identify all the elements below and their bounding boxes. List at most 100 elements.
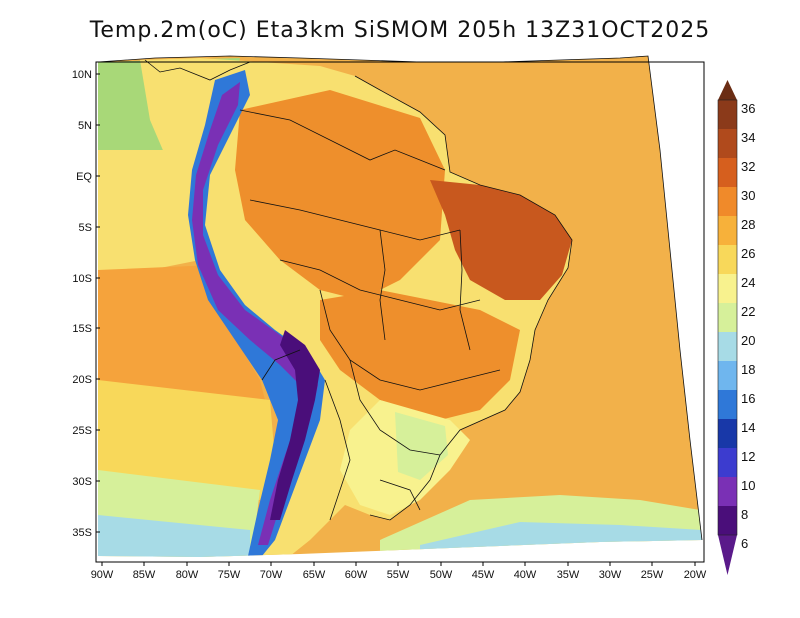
y-tick-label: 10N	[72, 69, 92, 81]
colorbar-label: 22	[741, 304, 755, 319]
colorbar-segment	[718, 419, 737, 448]
colorbar-segment	[718, 158, 737, 187]
colorbar-segment	[718, 129, 737, 158]
colorbar-segment	[718, 216, 737, 245]
y-tick-label: 15S	[72, 323, 92, 335]
state-border-a	[249, 199, 461, 241]
colorbar-segment	[718, 187, 737, 216]
x-tick-label: 45W	[472, 569, 495, 581]
colorbar-label: 30	[741, 188, 755, 203]
y-tick-label: 20S	[72, 374, 92, 386]
y-tick-label: 5N	[78, 120, 92, 132]
bolivia-border	[261, 349, 301, 381]
colorbar-top-arrow	[718, 80, 737, 100]
state-border-f	[349, 359, 441, 456]
highlands-cool	[395, 412, 448, 480]
x-tick: 90W	[91, 562, 114, 581]
atlantic-coastline	[354, 75, 573, 521]
y-tick: 10S	[72, 273, 100, 285]
y-tick-label: 30S	[72, 476, 92, 488]
pacific-south-zone	[98, 380, 275, 500]
x-tick-label: 40W	[514, 569, 537, 581]
x-tick: 60W	[345, 562, 368, 581]
x-tick: 65W	[303, 562, 326, 581]
x-tick-label: 75W	[218, 569, 241, 581]
colorbar-label: 12	[741, 449, 755, 464]
colorbar-segment	[718, 100, 737, 129]
x-tick-label: 50W	[430, 569, 453, 581]
y-tick: 10N	[72, 69, 100, 81]
y-tick: 20S	[72, 374, 100, 386]
colorbar-segment	[718, 274, 737, 303]
colorbar-segment	[718, 506, 737, 535]
x-tick: 50W	[430, 562, 453, 581]
x-tick: 80W	[176, 562, 199, 581]
domain-border	[97, 55, 703, 541]
x-tick-label: 35W	[557, 569, 580, 581]
y-tick-label: 10S	[72, 273, 92, 285]
pacific-central-warm	[98, 265, 270, 420]
x-tick-label: 30W	[599, 569, 622, 581]
y-tick: 30S	[72, 476, 100, 488]
state-border-b	[279, 259, 481, 311]
colorbar-label: 6	[741, 536, 748, 551]
x-tick: 20W	[684, 562, 707, 581]
state-border-d	[379, 229, 386, 341]
amazon-hot-zone	[235, 90, 445, 300]
x-tick: 25W	[641, 562, 664, 581]
y-tick: 5N	[78, 120, 100, 132]
colorbar-label: 28	[741, 217, 755, 232]
x-tick-label: 90W	[91, 569, 114, 581]
amazon-border	[239, 109, 446, 171]
colorbar-segment	[718, 303, 737, 332]
state-border-c	[319, 289, 501, 391]
pacific-south-cold	[98, 515, 250, 557]
andes-mid	[188, 70, 325, 556]
x-tick: 70W	[260, 562, 283, 581]
state-border-e	[459, 229, 471, 351]
colorbar-label: 24	[741, 275, 755, 290]
x-tick-label: 85W	[133, 569, 156, 581]
x-tick: 85W	[133, 562, 156, 581]
x-tick-label: 20W	[684, 569, 707, 581]
colorbar-label: 36	[741, 101, 755, 116]
y-tick: 25S	[72, 425, 100, 437]
x-tick-label: 70W	[260, 569, 283, 581]
colorbar-bottom-arrow	[718, 535, 737, 575]
argentina-border	[324, 379, 351, 521]
colorbar-outline	[717, 99, 738, 536]
uruguay-border	[379, 479, 421, 511]
colorbar-label: 34	[741, 130, 755, 145]
colorbar-segment	[718, 361, 737, 390]
colorbar-label: 10	[741, 478, 755, 493]
colorbar-label: 14	[741, 420, 755, 435]
x-tick: 40W	[514, 562, 537, 581]
colorbar-label: 26	[741, 246, 755, 261]
colorbar-segment	[718, 390, 737, 419]
x-tick-label: 55W	[387, 569, 410, 581]
temperature-field	[98, 56, 702, 557]
x-tick-label: 25W	[641, 569, 664, 581]
colorbar-segment	[718, 332, 737, 361]
colorbar-label: 8	[741, 507, 748, 522]
x-tick-label: 60W	[345, 569, 368, 581]
x-tick-label: 65W	[303, 569, 326, 581]
northeast-hot-zone	[430, 180, 572, 300]
colorbar: 36 34 32 30 28 26 24 22 20 18 16 14 12 1…	[717, 80, 755, 575]
y-tick: EQ	[76, 171, 100, 183]
x-tick: 75W	[218, 562, 241, 581]
northern-coastline	[144, 59, 251, 81]
plot-frame	[95, 61, 705, 563]
y-axis: 10N 5N EQ 5S 10S 15S 20S 25S 30S 35S	[72, 69, 100, 539]
x-axis: 90W 85W 80W 75W 70W 65W 60W 55W 50W 45W …	[91, 562, 707, 581]
political-borders	[144, 59, 573, 521]
y-tick: 15S	[72, 323, 100, 335]
andes-colder	[270, 330, 320, 520]
x-tick: 30W	[599, 562, 622, 581]
central-brazil-zone	[320, 290, 520, 420]
pacific-equatorial-zone	[98, 150, 200, 270]
y-tick-label: 5S	[79, 222, 92, 234]
map-title: Temp.2m(oC) Eta3km SiSMOM 205h 13Z31OCT2…	[89, 18, 711, 43]
y-tick-label: EQ	[76, 171, 92, 183]
